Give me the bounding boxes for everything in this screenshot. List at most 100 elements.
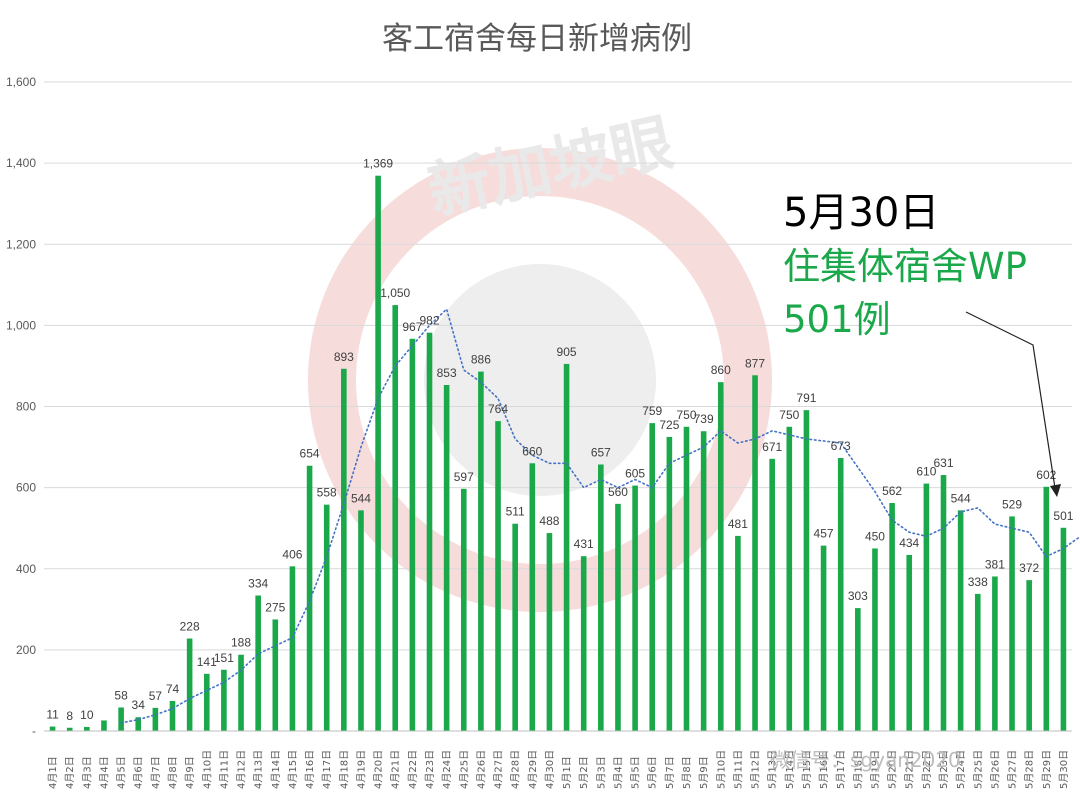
x-tick-label: 5月6日 [647, 756, 659, 789]
bar [1043, 486, 1050, 731]
gridlines [44, 81, 1072, 732]
bar [84, 726, 90, 731]
x-tick-label: 5月21日 [904, 750, 916, 789]
x-tick-label: 5月24日 [955, 750, 967, 789]
x-tick-label: 4月10日 [201, 750, 213, 789]
y-tick-label: 1,000 [6, 318, 36, 332]
bar [306, 465, 313, 731]
bar [272, 619, 279, 731]
bar [1026, 580, 1032, 731]
bar [1009, 516, 1015, 731]
data-label: 501 [1053, 509, 1073, 523]
data-label: 11 [46, 708, 59, 722]
data-label: 544 [951, 491, 971, 505]
y-tick-label: 800 [16, 400, 36, 414]
data-label: 228 [180, 620, 200, 634]
x-tick-label: 5月28日 [1024, 750, 1036, 789]
bar [152, 707, 159, 731]
bar [786, 426, 793, 731]
x-tick-label: 4月13日 [253, 750, 265, 789]
x-tick-label: 5月10日 [715, 750, 727, 789]
bar [906, 554, 913, 731]
data-label: 450 [865, 529, 885, 543]
x-tick-label: 4月25日 [458, 750, 470, 789]
data-label: 10 [80, 708, 94, 722]
bar [546, 533, 553, 731]
data-label: 1,050 [380, 286, 410, 300]
data-label: 654 [300, 447, 320, 461]
data-label: 188 [231, 636, 251, 650]
bar [666, 436, 673, 731]
x-tick-label: 5月9日 [698, 756, 710, 789]
x-tick-label: 5月14日 [784, 750, 796, 789]
data-label: 886 [471, 353, 491, 367]
data-label: 764 [488, 402, 508, 416]
data-label: 34 [132, 698, 146, 712]
x-tick-label: 5月17日 [835, 750, 847, 789]
annotation: 5月30日 住集体宿舍WP 501例 [783, 190, 1061, 497]
data-label: 141 [197, 655, 217, 669]
data-label: 660 [522, 444, 542, 458]
x-tick-label: 4月28日 [510, 750, 522, 789]
data-label: 750 [779, 408, 799, 422]
x-tick-label: 4月14日 [270, 750, 282, 789]
x-tick-label: 5月27日 [1007, 750, 1019, 789]
bar [186, 638, 193, 731]
data-label: 673 [831, 439, 851, 453]
data-label: 511 [506, 505, 525, 519]
x-tick-label: 5月3日 [595, 756, 607, 789]
x-tick-label: 5月25日 [972, 750, 984, 789]
data-label: 759 [642, 404, 662, 418]
data-label: 8 [66, 709, 73, 723]
x-tick-label: 5月8日 [681, 756, 693, 789]
data-label: 905 [557, 345, 577, 359]
y-tick-label: 1,200 [6, 237, 36, 251]
x-tick-label: 5月20日 [887, 750, 899, 789]
annotation-dorm-label: 住集体宿舍WP [783, 245, 1027, 288]
annotation-case-count: 501例 [783, 298, 891, 341]
data-label: 406 [282, 547, 302, 561]
x-tick-label: 5月4日 [612, 756, 624, 789]
data-label: 529 [1002, 497, 1022, 511]
bar [872, 548, 878, 731]
bar [615, 503, 621, 731]
data-label: 457 [814, 527, 834, 541]
y-tick-label: 400 [16, 562, 36, 576]
bar [803, 410, 810, 731]
x-tick-label: 5月13日 [767, 750, 779, 789]
data-label: 74 [166, 682, 180, 696]
data-label: 151 [214, 651, 234, 665]
data-label: 791 [796, 391, 816, 405]
x-tick-label: 5月2日 [578, 756, 590, 789]
bar [135, 717, 142, 731]
x-tick-label: 4月3日 [81, 756, 93, 789]
bar [426, 332, 433, 731]
x-tick-label: 4月27日 [493, 750, 505, 789]
bar [649, 423, 656, 731]
y-tick-label: 200 [16, 643, 36, 657]
data-label: 853 [437, 366, 457, 380]
x-tick-label: 5月7日 [664, 756, 676, 789]
bar [889, 503, 895, 731]
y-tick-label: - [32, 724, 36, 738]
bar [289, 566, 296, 731]
bar [769, 458, 775, 731]
annotation-arrow [965, 311, 1056, 489]
x-tick-label: 5月15日 [801, 750, 813, 789]
data-label: 434 [899, 536, 919, 550]
watermark-footer: 微信号：sgyan2020 [770, 748, 961, 772]
data-label: 631 [933, 456, 953, 470]
data-label: 562 [882, 484, 902, 498]
bar [940, 475, 947, 731]
bar [409, 338, 416, 731]
watermark-disc [424, 264, 656, 496]
bar [392, 305, 399, 731]
bar [529, 463, 536, 731]
bar [580, 556, 587, 731]
bar [221, 669, 227, 731]
data-label: 860 [711, 363, 731, 377]
trend-line [120, 307, 1080, 724]
data-label: 58 [114, 688, 128, 702]
bar [1060, 527, 1067, 731]
x-axis: 4月1日 4月2日 4月3日 4月4日 4月5日 4月6日 4月7日 4月8日 4月9日 4月10… [44, 730, 1072, 789]
